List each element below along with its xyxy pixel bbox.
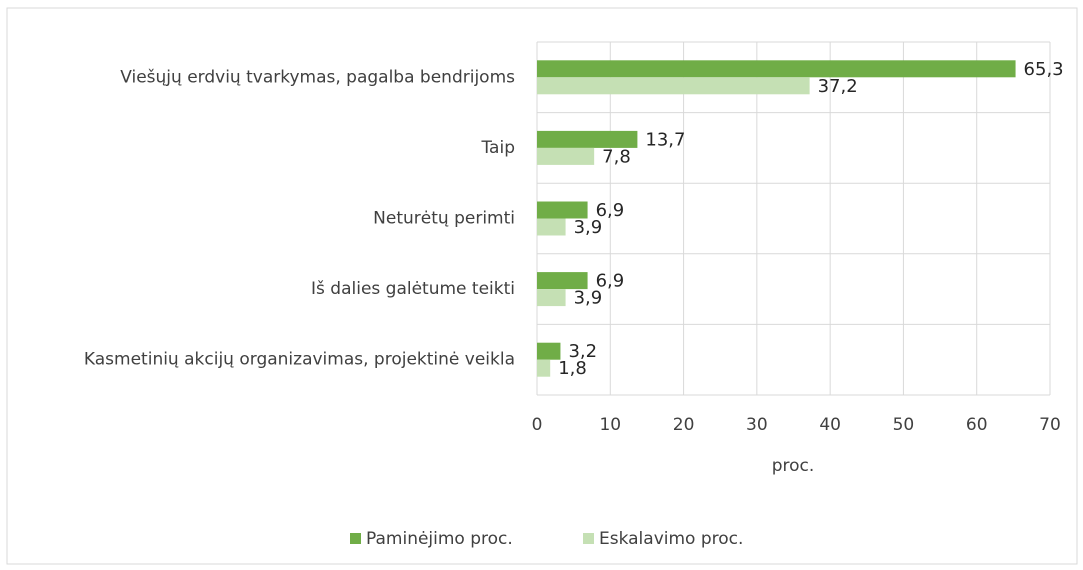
y-tick-label: Kasmetinių akcijų organizavimas, projekt…: [84, 350, 515, 370]
data-label: 3,2: [568, 341, 597, 362]
bar: [537, 201, 588, 219]
x-tick-label: 20: [673, 415, 695, 435]
y-tick-label: Iš dalies galėtume teikti: [311, 279, 515, 299]
bar: [537, 289, 566, 307]
x-tick-label: 30: [746, 415, 768, 435]
legend-label: Eskalavimo proc.: [599, 529, 743, 549]
bar: [537, 60, 1016, 78]
y-tick-label: Neturėtų perimti: [373, 209, 515, 229]
x-tick-label: 40: [819, 415, 841, 435]
x-tick-label: 60: [966, 415, 988, 435]
data-label: 7,8: [602, 146, 631, 167]
bar: [537, 359, 551, 377]
x-tick-label: 0: [532, 415, 543, 435]
data-label: 1,8: [558, 358, 587, 379]
x-tick-label: 70: [1039, 415, 1061, 435]
bar: [537, 342, 561, 360]
y-tick-label: Taip: [480, 138, 515, 158]
data-label: 13,7: [645, 129, 685, 150]
data-label: 6,9: [596, 271, 625, 292]
x-axis-label: proc.: [772, 456, 815, 476]
chart-border: [6, 7, 1078, 565]
bar: [537, 77, 810, 95]
bar: [537, 130, 638, 148]
bar: [537, 147, 595, 165]
x-tick-label: 50: [893, 415, 915, 435]
legend-label: Paminėjimo proc.: [366, 529, 513, 549]
legend-swatch: [583, 533, 594, 544]
legend-swatch: [350, 533, 361, 544]
bar: [537, 218, 566, 236]
data-label: 3,9: [574, 288, 603, 309]
data-label: 3,9: [574, 217, 603, 238]
y-tick-label: Viešųjų erdvių tvarkymas, pagalba bendri…: [120, 67, 515, 87]
data-label: 37,2: [818, 76, 858, 97]
data-label: 6,9: [596, 200, 625, 221]
x-tick-label: 10: [599, 415, 621, 435]
data-label: 65,3: [1024, 59, 1064, 80]
bar: [537, 272, 588, 290]
